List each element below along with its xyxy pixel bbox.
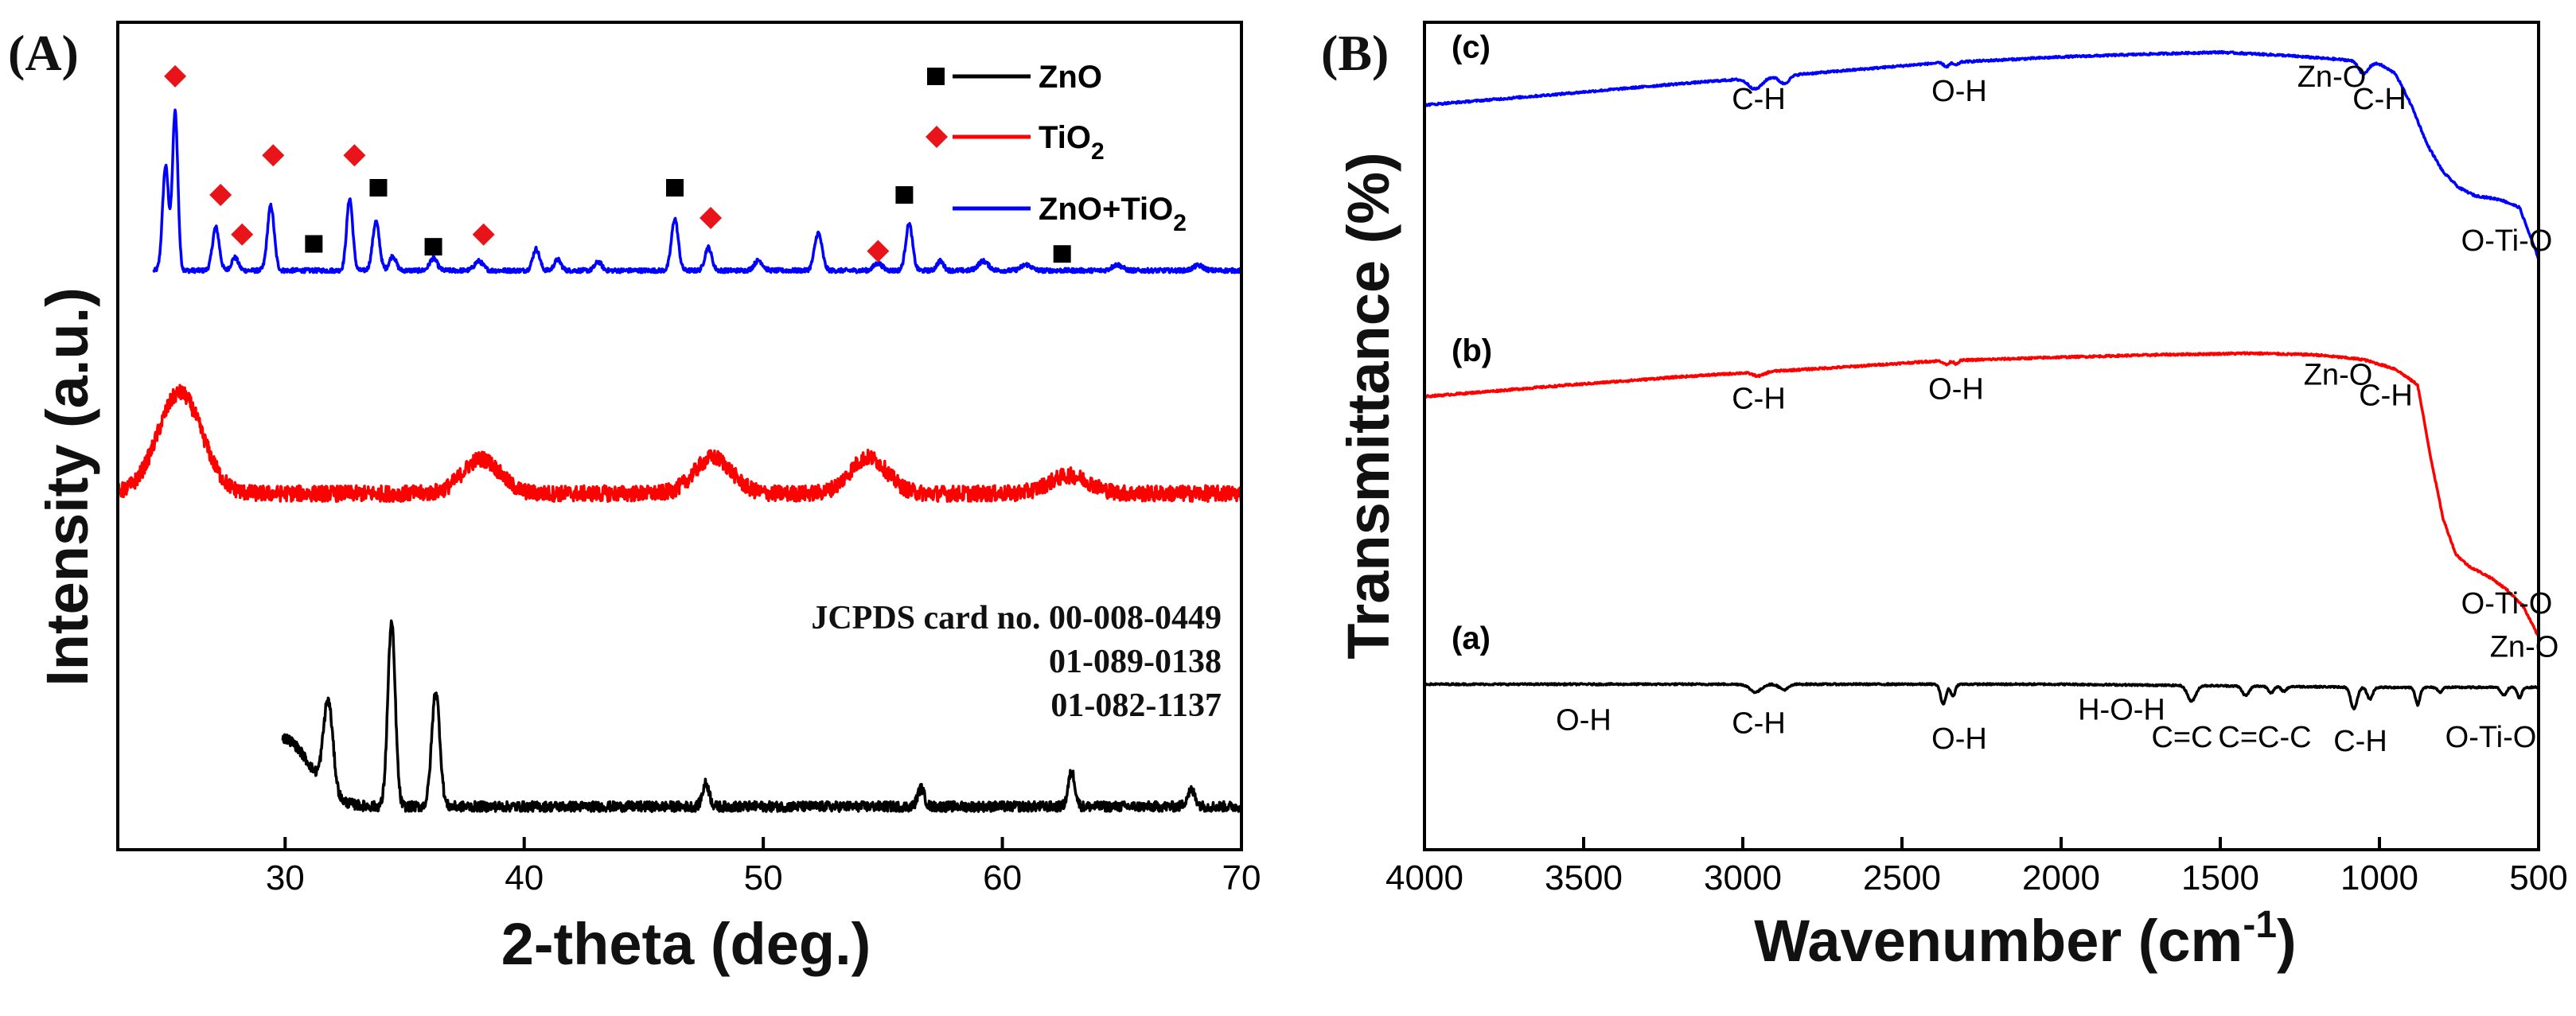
panel-a-legend: ZnO TiO2 ZnO+TiO2 <box>926 60 1187 236</box>
b-x-tick-label: 2000 <box>2022 858 2100 897</box>
tio2-peak-marker <box>867 239 890 263</box>
a-x-tick-label: 40 <box>505 858 544 897</box>
b-x-tick-label: 3500 <box>1545 858 1623 897</box>
b-peak-label: C=C-C <box>2218 721 2311 754</box>
panel-b-x-axis-title: Wavenumber (cm-1) <box>1754 904 2296 974</box>
b-x-tick-label: 3000 <box>1704 858 1782 897</box>
panel-b: (B) Transmittance (%) Wavenumber (cm-1) … <box>1321 21 2568 974</box>
b-series-line <box>1423 351 2540 638</box>
b-series-line <box>1424 682 2540 710</box>
legend-zno-marker <box>927 68 945 85</box>
zno-peak-marker <box>369 179 388 197</box>
b-peak-label: H-O-H <box>2078 694 2165 727</box>
zno-peak-marker <box>424 238 442 256</box>
b-peak-label: O-Ti-O <box>2445 721 2537 754</box>
panel-a-label: (A) <box>8 25 79 81</box>
panel-a-y-axis-title: Intensity (a.u.) <box>34 287 100 687</box>
b-peak-label: O-H <box>1931 75 1987 108</box>
jcpds-line-3: 01-082-1137 <box>1050 687 1222 724</box>
b-series-label: (b) <box>1452 333 1492 368</box>
jcpds-line-1: JCPDS card no. 00-008-0449 <box>811 600 1222 636</box>
zno-peak-marker <box>665 179 684 197</box>
b-peak-label: O-H <box>1556 703 1611 737</box>
panel-a-x-axis-title: 2-theta (deg.) <box>501 911 871 977</box>
tio2-peak-marker <box>209 184 232 207</box>
tio2-peak-marker <box>343 144 366 167</box>
panel-b-y-axis-title: Transmittance (%) <box>1335 152 1401 659</box>
panel-b-label: (B) <box>1321 25 1389 81</box>
a-series-line <box>116 383 1243 503</box>
b-peak-label: Zn-O <box>2297 60 2367 94</box>
a-x-tick-label: 60 <box>983 858 1022 897</box>
b-peak-label: C=C <box>2151 721 2212 754</box>
b-series-line <box>1424 49 2540 260</box>
b-x-tick-label: 1500 <box>2181 858 2259 897</box>
jcpds-annotation: JCPDS card no. 00-008-0449 01-089-0138 0… <box>811 600 1222 724</box>
tio2-peak-marker <box>231 223 254 246</box>
tio2-peak-marker <box>700 206 723 229</box>
a-series-line <box>281 619 1243 813</box>
jcpds-line-2: 01-089-0138 <box>1049 644 1222 680</box>
b-series-label: (a) <box>1452 621 1491 656</box>
zno-peak-marker <box>895 186 914 204</box>
zno-peak-marker <box>1053 245 1071 263</box>
panel-a-x-ticks: 30 40 50 60 70 <box>266 837 1261 897</box>
legend-zno-tio2-label: ZnO+TiO2 <box>1039 192 1187 236</box>
a-x-tick-label: 70 <box>1222 858 1261 897</box>
a-x-tick-label: 30 <box>266 858 305 897</box>
b-peak-label: C-H <box>1732 382 1786 415</box>
b-peak-label: Zn-O <box>2490 630 2559 664</box>
legend-tio2-marker <box>926 126 948 148</box>
panel-a-markers-group <box>164 64 1071 263</box>
panel-a-series-group <box>116 108 1243 813</box>
b-peak-label: O-H <box>1928 372 1984 406</box>
b-peak-label: C-H <box>2333 725 2387 758</box>
legend-zno-label: ZnO <box>1039 60 1102 95</box>
b-peak-label: O-H <box>1931 722 1987 756</box>
b-peak-label: C-H <box>2359 379 2413 412</box>
b-peak-label: Zn-O <box>2304 359 2373 392</box>
b-x-tick-label: 4000 <box>1385 858 1463 897</box>
b-series-label: (c) <box>1452 30 1491 65</box>
panel-a: (A) Intensity (a.u.) 2-theta (deg.) 30 40… <box>8 21 1261 977</box>
a-series-line <box>152 108 1243 274</box>
tio2-peak-marker <box>164 64 187 88</box>
b-peak-label: C-H <box>1732 707 1786 740</box>
panel-b-series-group: (c) (b) (a) <box>1423 30 2540 710</box>
legend-tio2-label: TiO2 <box>1039 120 1105 165</box>
a-x-tick-label: 50 <box>744 858 783 897</box>
panel-b-plot-frame <box>1423 21 2540 851</box>
tio2-peak-marker <box>262 144 285 167</box>
b-x-tick-label: 500 <box>2509 858 2567 897</box>
b-peak-label: C-H <box>1732 83 1786 116</box>
panel-b-x-ticks: 4000 3500 3000 2500 2000 1500 1000 500 <box>1385 837 2568 897</box>
tio2-peak-marker <box>472 223 495 246</box>
b-peak-label: C-H <box>2352 83 2406 116</box>
zno-peak-marker <box>305 235 323 253</box>
panel-a-plot-frame <box>116 21 1243 851</box>
b-x-tick-label: 1000 <box>2340 858 2418 897</box>
b-x-tick-label: 2500 <box>1863 858 1941 897</box>
